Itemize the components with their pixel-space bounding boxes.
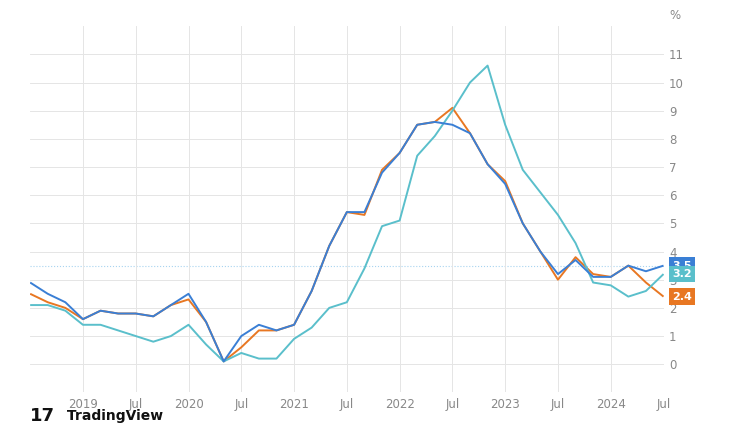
Text: 2.4: 2.4 xyxy=(672,292,691,302)
Text: 17: 17 xyxy=(30,407,55,426)
Text: 3.5: 3.5 xyxy=(672,261,691,271)
Text: %: % xyxy=(670,10,681,23)
Text: 3.2: 3.2 xyxy=(672,269,691,279)
Text: TradingView: TradingView xyxy=(62,409,163,423)
